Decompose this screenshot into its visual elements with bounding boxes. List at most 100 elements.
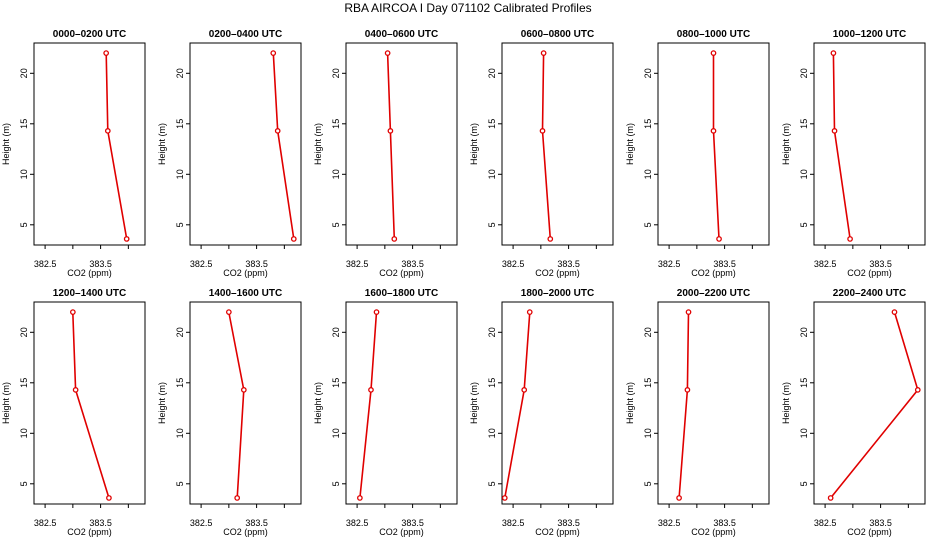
data-point <box>521 387 528 393</box>
profile-line <box>678 312 690 498</box>
panel-title: 0200–0400 UTC <box>209 29 282 40</box>
data-point <box>716 236 722 242</box>
y-axis-label: Height (m) <box>157 382 167 424</box>
x-tick-label: 383.5 <box>89 518 112 528</box>
data-point <box>104 128 111 134</box>
x-axis-label: CO2 (ppm) <box>691 268 736 278</box>
x-tick-label: 383.5 <box>713 518 736 528</box>
x-tick-label: 382.5 <box>814 259 837 269</box>
panel-title: 1800–2000 UTC <box>521 288 594 299</box>
plot-frame <box>501 42 614 246</box>
profile-line <box>105 53 128 240</box>
y-tick-label: 20 <box>19 327 29 337</box>
x-axis-label: CO2 (ppm) <box>847 268 892 278</box>
y-tick-label: 15 <box>643 378 653 388</box>
data-point <box>830 50 837 56</box>
x-tick-label: 382.5 <box>34 259 57 269</box>
panel-title: 2200–2400 UTC <box>833 288 906 299</box>
y-tick-label: 20 <box>799 327 809 337</box>
data-point <box>72 387 79 393</box>
panel-title: 2000–2200 UTC <box>677 288 750 299</box>
y-tick-label: 20 <box>643 327 653 337</box>
plot-frame <box>33 301 146 505</box>
data-point <box>831 128 838 134</box>
y-tick-label: 20 <box>487 327 497 337</box>
y-tick-label: 5 <box>487 481 497 486</box>
y-tick-label: 10 <box>331 428 341 438</box>
y-tick-label: 15 <box>487 378 497 388</box>
y-tick-label: 15 <box>331 378 341 388</box>
x-tick-label: 383.5 <box>89 259 112 269</box>
x-tick-label: 383.5 <box>401 518 424 528</box>
x-tick-label: 382.5 <box>346 259 369 269</box>
y-tick-label: 10 <box>487 428 497 438</box>
panel-title: 0400–0600 UTC <box>365 29 438 40</box>
y-tick-label: 5 <box>643 481 653 486</box>
y-tick-label: 5 <box>487 222 497 227</box>
data-point <box>274 128 281 134</box>
profile-panel: 1400–1600 UTC 382.5 383.5 5 10 15 20 CO2 (ppm) H… <box>157 288 302 537</box>
y-axis-label: Height (m) <box>1 382 11 424</box>
data-point <box>539 128 546 134</box>
data-point <box>710 128 717 134</box>
data-point <box>914 387 921 393</box>
y-tick-label: 15 <box>175 119 185 129</box>
x-tick-label: 383.5 <box>401 259 424 269</box>
x-tick-label: 382.5 <box>190 518 213 528</box>
panel-title: 1200–1400 UTC <box>53 288 126 299</box>
x-tick-label: 382.5 <box>502 259 525 269</box>
y-tick-label: 15 <box>799 119 809 129</box>
y-tick-label: 5 <box>799 222 809 227</box>
y-tick-label: 10 <box>487 169 497 179</box>
x-tick-label: 382.5 <box>658 518 681 528</box>
y-tick-label: 20 <box>643 68 653 78</box>
plot-frame <box>501 301 614 505</box>
y-tick-label: 10 <box>643 169 653 179</box>
profile-panel: 0400–0600 UTC 382.5 383.5 5 10 15 20 CO2 (ppm) H… <box>313 29 458 278</box>
y-tick-label: 15 <box>175 378 185 388</box>
y-tick-label: 20 <box>19 68 29 78</box>
y-axis-label: Height (m) <box>313 123 323 165</box>
x-axis-label: CO2 (ppm) <box>847 527 892 537</box>
profile-line <box>712 53 720 239</box>
y-tick-label: 10 <box>175 169 185 179</box>
x-tick-label: 383.5 <box>713 259 736 269</box>
data-point <box>684 387 691 393</box>
x-tick-label: 383.5 <box>557 518 580 528</box>
data-point <box>70 309 76 315</box>
data-point <box>106 495 112 501</box>
y-tick-label: 5 <box>175 481 185 486</box>
y-tick-label: 5 <box>19 481 29 486</box>
x-tick-label: 382.5 <box>34 518 57 528</box>
x-tick-label: 383.5 <box>869 259 892 269</box>
plot-frame <box>813 42 926 246</box>
data-point <box>891 309 898 315</box>
y-tick-label: 10 <box>19 428 29 438</box>
y-tick-label: 15 <box>19 119 29 129</box>
panel-title: 0000–0200 UTC <box>53 29 126 40</box>
y-tick-label: 5 <box>799 481 809 486</box>
profile-line <box>359 312 378 498</box>
profile-panel: 1800–2000 UTC 382.5 383.5 5 10 15 20 CO2 (ppm) H… <box>469 288 614 537</box>
y-tick-label: 10 <box>799 169 809 179</box>
data-point <box>290 236 297 242</box>
profile-line <box>386 53 396 239</box>
profile-panel: 1600–1800 UTC 382.5 383.5 5 10 15 20 CO2 (ppm) H… <box>313 288 458 537</box>
profile-panel: 0600–0800 UTC 382.5 383.5 5 10 15 20 CO2 (ppm) H… <box>469 29 614 278</box>
y-tick-label: 20 <box>331 68 341 78</box>
panel-title: 1000–1200 UTC <box>833 29 906 40</box>
y-tick-label: 5 <box>331 481 341 486</box>
plot-frame <box>189 301 302 505</box>
profile-panel: 0800–1000 UTC 382.5 383.5 5 10 15 20 CO2 (ppm) H… <box>625 29 770 278</box>
data-point <box>357 495 363 501</box>
profile-panel: 2000–2200 UTC 382.5 383.5 5 10 15 20 CO2 (ppm) H… <box>625 288 770 537</box>
plot-frame <box>345 301 458 505</box>
y-tick-label: 15 <box>643 119 653 129</box>
panel-title: 0800–1000 UTC <box>677 29 750 40</box>
y-axis-label: Height (m) <box>469 123 479 165</box>
panel-title: 1400–1600 UTC <box>209 288 282 299</box>
profile-line <box>228 311 245 498</box>
x-tick-label: 383.5 <box>245 259 268 269</box>
y-tick-label: 20 <box>175 68 185 78</box>
data-point <box>240 387 247 393</box>
